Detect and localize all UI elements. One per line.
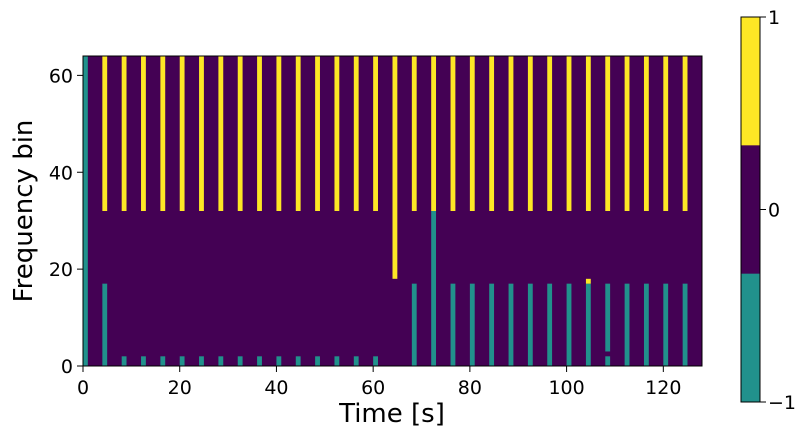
y-tick-label-60: 60 — [49, 65, 73, 87]
plot-area — [82, 55, 703, 367]
heatmap-cell-52 — [508, 283, 514, 366]
heatmap-cell-10 — [276, 56, 282, 211]
colorbar-tick-label--1: −1 — [768, 392, 796, 414]
heatmap-cell-9 — [257, 56, 262, 211]
y-tick-label-40: 40 — [49, 162, 73, 184]
heatmap-cell-19 — [450, 56, 456, 211]
heatmap-cell-0 — [83, 56, 88, 366]
heatmap-cell-51 — [489, 283, 495, 366]
heatmap-cell-34 — [141, 356, 146, 366]
heatmap-cell-35 — [160, 356, 166, 366]
heatmap-cell-17 — [411, 56, 417, 211]
heatmap-cell-20 — [469, 56, 475, 211]
colorbar-segment-1 — [741, 17, 760, 146]
x-axis: 0 20 40 60 80 100 120 — [77, 366, 681, 399]
heatmap-cell-24 — [547, 56, 553, 211]
heatmap-cell-33 — [121, 356, 127, 366]
colorbar-tick-label-0: 0 — [768, 200, 780, 222]
heatmap-cell-50 — [469, 283, 475, 366]
heatmap-cell-38 — [218, 356, 224, 366]
heatmap-cell-12 — [315, 56, 320, 211]
heatmap-cell-3 — [141, 56, 146, 211]
heatmap-cell-4 — [160, 56, 166, 211]
y-tick-label-0: 0 — [61, 356, 73, 378]
heatmap-cell-54 — [547, 283, 553, 366]
heatmap-cell-37 — [199, 356, 204, 366]
x-tick-label-40: 40 — [264, 377, 288, 399]
x-tick-label-100: 100 — [548, 377, 584, 399]
heatmap-cell-63 — [682, 283, 688, 366]
heatmap-cell-57 — [585, 278, 591, 284]
colorbar: −1 0 1 — [740, 7, 796, 414]
x-tick-label-80: 80 — [458, 377, 482, 399]
colorbar-segment-0 — [741, 145, 760, 275]
heatmap-cell-39 — [237, 356, 243, 366]
heatmap-cell-43 — [315, 356, 320, 366]
heatmap-cell-36 — [179, 356, 185, 366]
x-tick-label-60: 60 — [361, 377, 385, 399]
heatmap-cell-25 — [566, 56, 572, 211]
heatmap-cell-7 — [218, 56, 224, 211]
heatmap-cell-6 — [199, 56, 204, 211]
heatmap-cell-11 — [295, 56, 301, 211]
heatmap-cell-18 — [431, 56, 437, 211]
heatmap-cell-42 — [295, 356, 301, 366]
heatmap-cell-62 — [663, 283, 669, 366]
heatmap-cell-1 — [102, 56, 108, 211]
plot-frame — [82, 55, 703, 367]
heatmap-cell-31 — [682, 56, 688, 211]
heatmap-cell-58 — [605, 283, 611, 352]
heatmap-cell-44 — [334, 356, 340, 366]
heatmap-cell-53 — [527, 283, 533, 366]
x-tick-label-0: 0 — [77, 377, 89, 399]
colorbar-segment--1 — [741, 273, 760, 403]
heatmap-cell-27 — [605, 56, 611, 211]
heatmap-cell-22 — [508, 56, 514, 211]
heatmap-cell-21 — [489, 56, 495, 211]
heatmap-cell-60 — [624, 283, 630, 366]
heatmap-cell-16 — [392, 56, 398, 279]
heatmap-cell-29 — [643, 56, 649, 211]
heatmap-cell-32 — [102, 283, 108, 366]
heatmap-cell-56 — [585, 283, 591, 366]
heatmap-cell-14 — [353, 56, 359, 211]
heatmap-cell-26 — [585, 56, 591, 211]
x-axis-label: Time [s] — [338, 399, 445, 429]
heatmap-cell-5 — [179, 56, 185, 211]
heatmap-cell-23 — [527, 56, 533, 211]
x-tick-label-20: 20 — [168, 377, 192, 399]
heatmap-cell-46 — [373, 356, 378, 366]
heatmap-cell-15 — [373, 56, 378, 211]
heatmap-cell-2 — [121, 56, 127, 211]
heatmap-cell-47 — [411, 283, 417, 366]
colorbar-tick-label-1: 1 — [768, 7, 780, 29]
y-tick-label-20: 20 — [49, 259, 73, 281]
heatmap-cell-55 — [566, 283, 572, 366]
heatmap-cell-30 — [663, 56, 669, 211]
y-axis: 0 20 40 60 — [49, 65, 83, 378]
heatmap-cell-41 — [276, 356, 282, 366]
heatmap-cell-59 — [605, 356, 611, 366]
heatmap-cell-28 — [624, 56, 630, 211]
heatmap-cell-13 — [334, 56, 340, 211]
heatmap-cell-45 — [353, 356, 359, 366]
x-tick-label-120: 120 — [645, 377, 681, 399]
heatmap-cell-40 — [257, 356, 262, 366]
heatmap-cell-61 — [643, 283, 649, 366]
heatmap-cell-48 — [431, 211, 437, 366]
heatmap-cell-49 — [450, 283, 456, 366]
y-axis-label: Frequency bin — [9, 120, 39, 303]
heatmap-cell-8 — [237, 56, 243, 211]
